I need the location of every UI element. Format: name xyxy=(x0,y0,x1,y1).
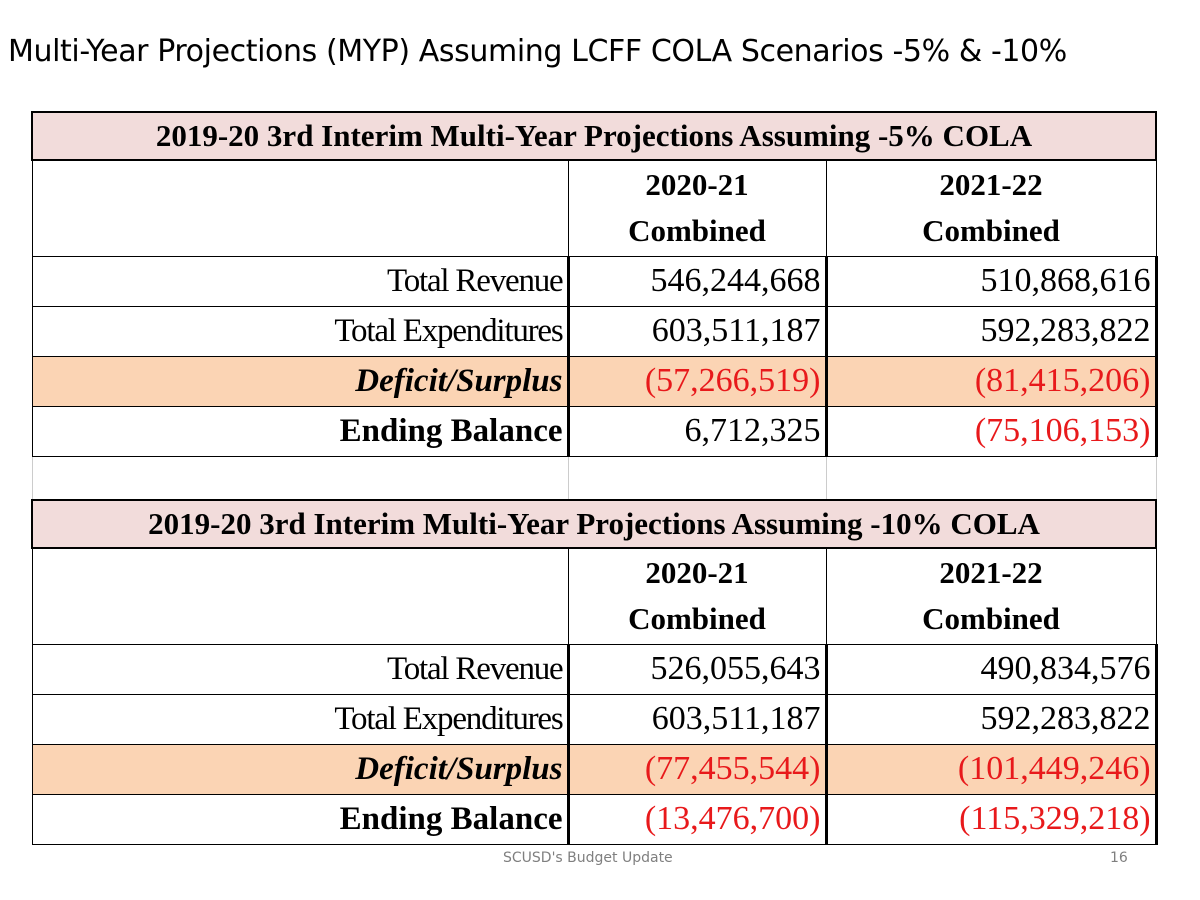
table-row: Total Expenditures 603,511,187 592,283,8… xyxy=(31,305,1158,357)
spacer-row xyxy=(31,455,1157,501)
row-label: Deficit/Surplus xyxy=(31,743,570,795)
page-number: 16 xyxy=(1110,850,1128,866)
table-row-deficit: Deficit/Surplus (57,266,519) (81,415,206… xyxy=(31,355,1158,407)
row-label: Ending Balance xyxy=(31,793,570,845)
cell-value: 6,712,325 xyxy=(567,405,828,457)
row-label: Total Expenditures xyxy=(31,693,570,745)
column-year: 2021-22 xyxy=(939,555,1043,591)
cell-value: 603,511,187 xyxy=(567,693,828,745)
column-year: 2020-21 xyxy=(645,555,749,591)
column-sub: Combined xyxy=(628,601,766,637)
table-row: Total Revenue 546,244,668 510,868,616 xyxy=(31,255,1158,307)
column-header-2021-22: 2021-22 Combined xyxy=(825,159,1157,257)
column-sub: Combined xyxy=(922,213,1060,249)
column-sub: Combined xyxy=(628,213,766,249)
cell-value: (115,329,218) xyxy=(825,793,1158,845)
cell-value: (57,266,519) xyxy=(567,355,828,407)
table-heading: 2019-20 3rd Interim Multi-Year Projectio… xyxy=(31,111,1157,161)
blank-cell xyxy=(31,547,569,645)
column-sub: Combined xyxy=(922,601,1060,637)
table-row: Total Revenue 526,055,643 490,834,576 xyxy=(31,643,1158,695)
table-heading: 2019-20 3rd Interim Multi-Year Projectio… xyxy=(30,499,1158,549)
cell-value: (81,415,206) xyxy=(825,355,1158,407)
cell-value: 592,283,822 xyxy=(825,693,1158,745)
column-year: 2021-22 xyxy=(939,167,1043,203)
row-label: Ending Balance xyxy=(31,405,570,457)
slide-title: Multi-Year Projections (MYP) Assuming LC… xyxy=(8,34,1067,69)
projection-table-minus10: 2019-20 3rd Interim Multi-Year Projectio… xyxy=(30,499,1158,845)
cell-value: (77,455,544) xyxy=(567,743,828,795)
cell-value: (101,449,246) xyxy=(825,743,1158,795)
cell-value: 526,055,643 xyxy=(567,643,828,695)
cell-value: (75,106,153) xyxy=(825,405,1158,457)
projection-table-minus5: 2019-20 3rd Interim Multi-Year Projectio… xyxy=(31,111,1158,501)
row-label: Total Expenditures xyxy=(31,305,570,357)
spacer-cell xyxy=(825,455,1157,501)
spacer-cell xyxy=(31,455,569,501)
footer-text: SCUSD's Budget Update xyxy=(503,850,673,866)
spacer-cell xyxy=(567,455,827,501)
cell-value: 592,283,822 xyxy=(825,305,1158,357)
cell-value: 546,244,668 xyxy=(567,255,828,307)
blank-cell xyxy=(31,159,569,257)
table-row: Total Expenditures 603,511,187 592,283,8… xyxy=(31,693,1158,745)
row-label: Deficit/Surplus xyxy=(31,355,570,407)
cell-value: (13,476,700) xyxy=(567,793,828,845)
table-row-deficit: Deficit/Surplus (77,455,544) (101,449,24… xyxy=(31,743,1158,795)
row-label: Total Revenue xyxy=(31,255,570,307)
column-header-2020-21: 2020-21 Combined xyxy=(567,159,827,257)
column-header-2021-22: 2021-22 Combined xyxy=(825,547,1157,645)
column-year: 2020-21 xyxy=(645,167,749,203)
table-row: Ending Balance (13,476,700) (115,329,218… xyxy=(31,793,1158,845)
cell-value: 490,834,576 xyxy=(825,643,1158,695)
column-header-2020-21: 2020-21 Combined xyxy=(567,547,827,645)
table-row: Ending Balance 6,712,325 (75,106,153) xyxy=(31,405,1158,457)
cell-value: 510,868,616 xyxy=(825,255,1158,307)
row-label: Total Revenue xyxy=(31,643,570,695)
cell-value: 603,511,187 xyxy=(567,305,828,357)
